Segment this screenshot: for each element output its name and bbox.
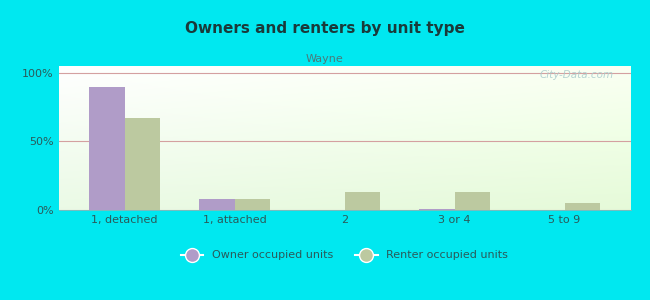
Legend: Owner occupied units, Renter occupied units: Owner occupied units, Renter occupied un… bbox=[176, 246, 513, 265]
Bar bbox=[454, 192, 489, 210]
Text: Owners and renters by unit type: Owners and renters by unit type bbox=[185, 21, 465, 36]
Bar bbox=[200, 199, 235, 210]
Text: City-Data.com: City-Data.com bbox=[540, 70, 614, 80]
Bar bbox=[125, 118, 160, 210]
Bar bbox=[419, 208, 454, 210]
Bar bbox=[564, 203, 600, 210]
Bar bbox=[89, 87, 125, 210]
Bar bbox=[344, 192, 380, 210]
Bar bbox=[235, 199, 270, 210]
Text: Wayne: Wayne bbox=[306, 54, 344, 64]
